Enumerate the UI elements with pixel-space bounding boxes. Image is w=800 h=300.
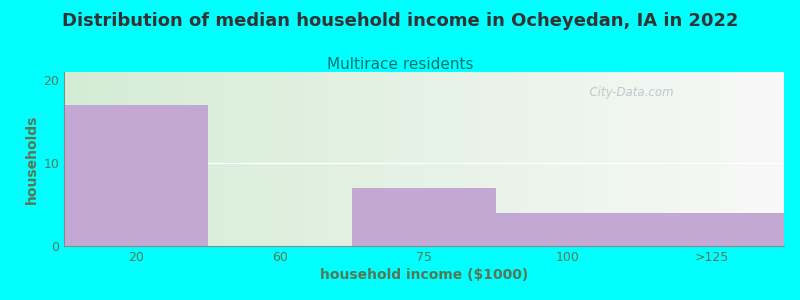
Y-axis label: households: households: [25, 114, 39, 204]
Text: City-Data.com: City-Data.com: [582, 86, 674, 99]
Bar: [352, 188, 496, 246]
Bar: [496, 213, 640, 246]
Text: Multirace residents: Multirace residents: [326, 57, 474, 72]
Text: Distribution of median household income in Ocheyedan, IA in 2022: Distribution of median household income …: [62, 12, 738, 30]
Bar: [64, 105, 208, 246]
X-axis label: household income ($1000): household income ($1000): [320, 268, 528, 282]
Bar: [640, 213, 784, 246]
